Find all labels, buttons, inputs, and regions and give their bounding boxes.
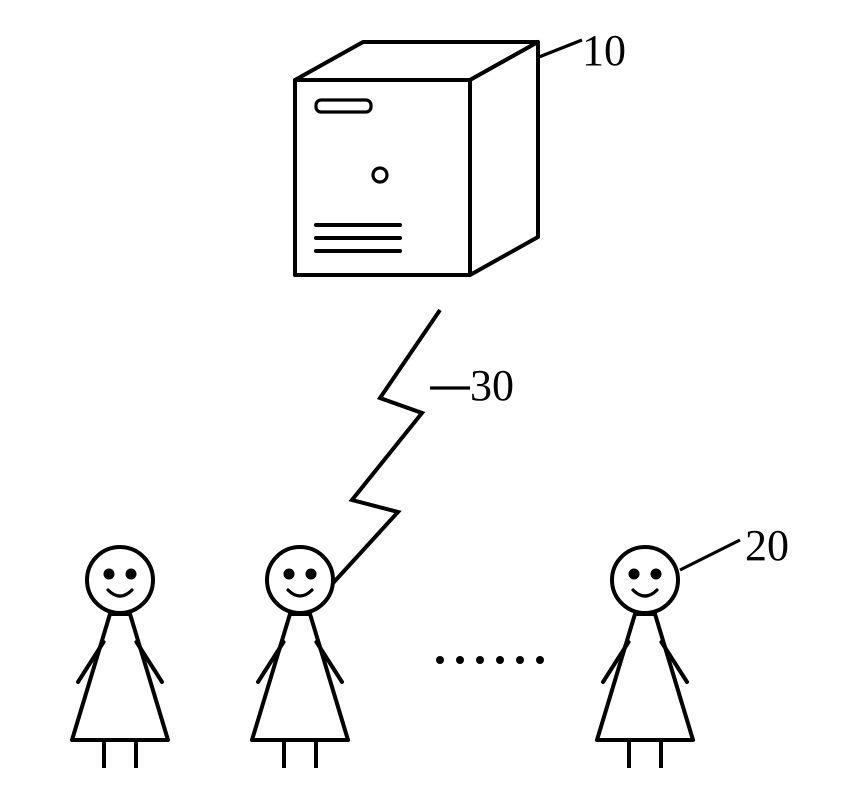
server-leader-line	[539, 40, 582, 57]
client-figure-icon	[252, 547, 348, 768]
server-icon	[295, 42, 538, 275]
server-label: 10	[582, 25, 626, 76]
connection-label: 30	[470, 360, 514, 411]
clients-leader-line	[680, 540, 740, 570]
client-figure-icon	[72, 547, 168, 768]
clients-label: 20	[745, 520, 789, 571]
client-figure-icon	[597, 547, 693, 768]
ellipsis-icon	[436, 656, 544, 664]
